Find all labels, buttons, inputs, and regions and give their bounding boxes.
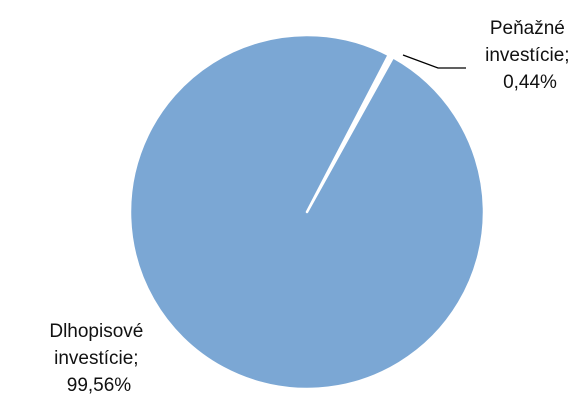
slice-label-money-line3: 0,44% [503,72,557,93]
pie-labels: Peňažné investície; 0,44% Dlhopisové inv… [49,18,575,396]
pie-slice-bond-investments [128,33,486,391]
slice-label-bond-investments: Dlhopisové investície; 99,56% [49,321,148,396]
slice-label-bond-line2: investície; [54,348,138,369]
pie-slices [128,33,486,391]
slice-label-bond-line1: Dlhopisové [49,321,143,342]
slice-label-money-line2: investície; [485,45,569,66]
slice-label-money-line1: Peňažné [490,18,565,39]
slice-label-money-investments: Peňažné investície; 0,44% [485,18,575,93]
leader-line-money-investments [402,54,466,69]
slice-label-bond-line3: 99,56% [67,375,132,396]
